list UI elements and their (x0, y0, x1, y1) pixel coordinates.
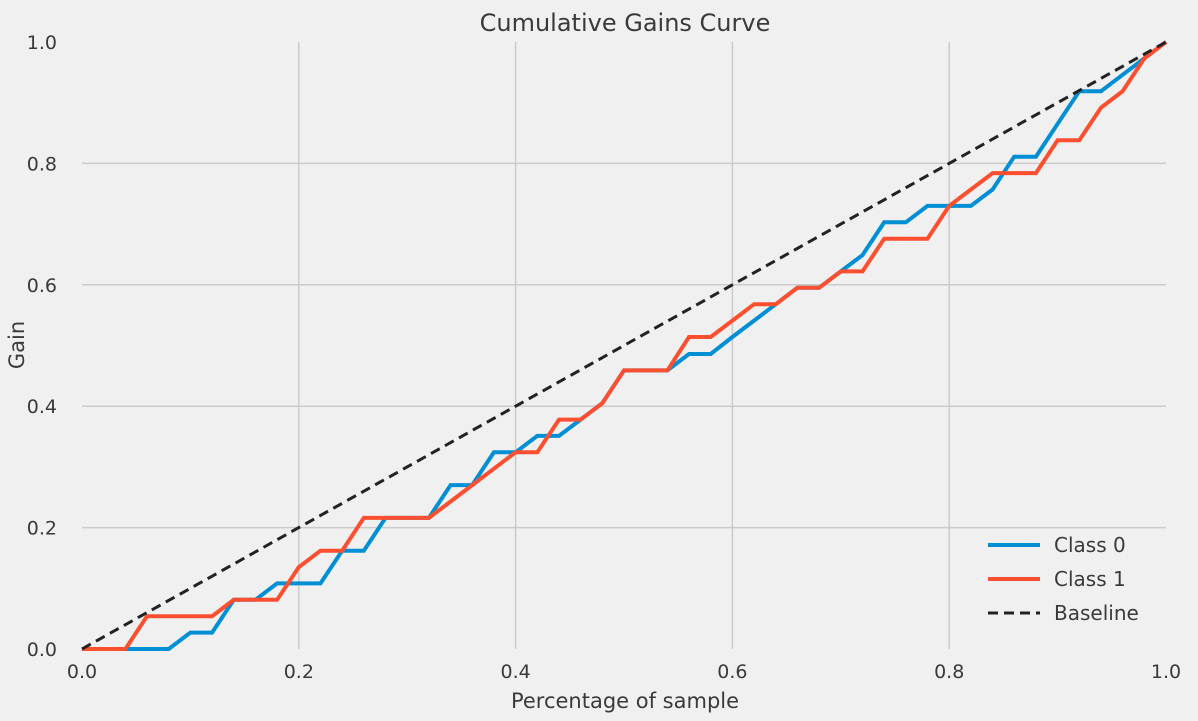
y-tick-label: 0.4 (27, 396, 57, 418)
legend-label: Class 0 (1054, 533, 1126, 557)
x-tick-label: 0.4 (500, 661, 530, 683)
legend: Class 0 Class 1 Baseline (988, 533, 1139, 625)
chart-title: Cumulative Gains Curve (480, 9, 771, 37)
x-axis-label: Percentage of sample (511, 689, 739, 713)
grid (82, 42, 1166, 649)
series-layer (81, 40, 1168, 651)
legend-label: Class 1 (1054, 567, 1126, 591)
y-tick-label: 0.2 (27, 518, 57, 540)
x-tick-label: 0.6 (717, 661, 747, 683)
y-tick-label: 0.6 (27, 275, 57, 297)
legend-label: Baseline (1054, 601, 1139, 625)
x-tick-label: 0.2 (284, 661, 314, 683)
y-tick-label: 1.0 (27, 32, 57, 54)
x-tick-label: 0.8 (934, 661, 964, 683)
x-tick-label: 1.0 (1151, 661, 1181, 683)
y-tick-label: 0.8 (27, 153, 57, 175)
tick-labels: 0.0 0.2 0.4 0.6 0.8 1.0 0.0 0.2 0.4 0.6 0.8 1.0 (27, 32, 1181, 683)
series-line-class-1 (82, 40, 1168, 651)
x-tick-label: 0.0 (67, 661, 97, 683)
y-tick-label: 0.0 (27, 639, 57, 661)
y-axis-label: Gain (5, 321, 29, 369)
